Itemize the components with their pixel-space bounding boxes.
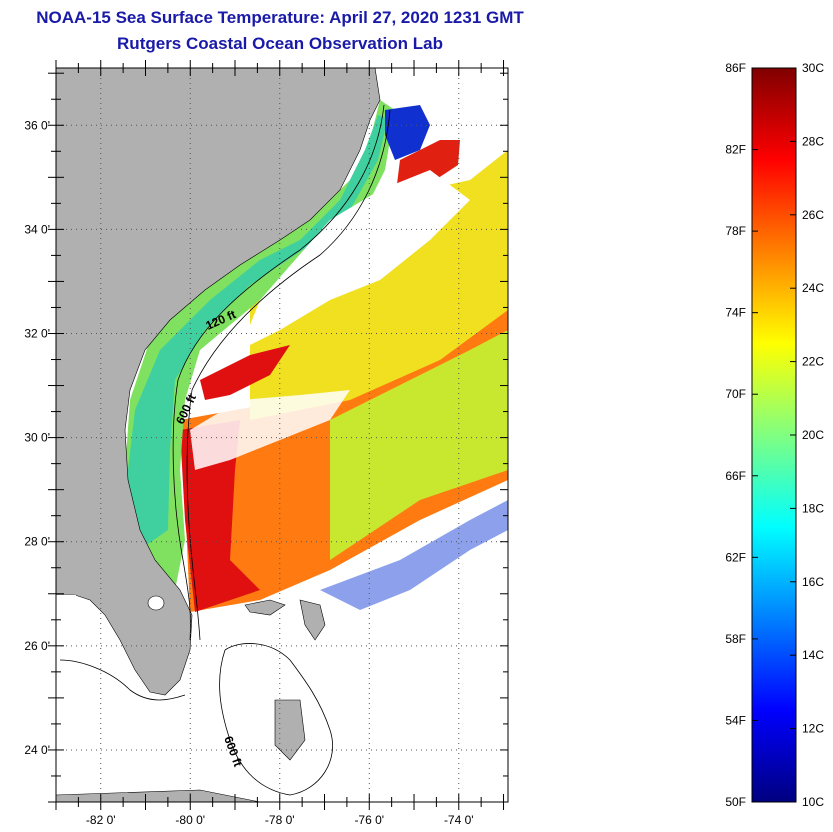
colorbar-c-label: 16C <box>802 575 824 589</box>
colorbar-f-label: 78F <box>725 224 746 238</box>
lake-okeechobee <box>147 595 165 611</box>
axis-ticks <box>48 60 508 810</box>
lat-label: 24 0' <box>24 743 50 757</box>
gulf-of-mexico <box>56 595 76 802</box>
offshore-green-water <box>330 330 508 560</box>
colorbar-c-label: 26C <box>802 208 824 222</box>
map-frame <box>55 67 509 803</box>
lon-label: -74 0' <box>444 813 474 827</box>
colorbar-c-label: 30C <box>802 61 824 75</box>
colorbar <box>751 67 797 803</box>
land-us <box>56 68 381 696</box>
cloud-cover-2 <box>190 390 350 470</box>
lon-label: -78 0' <box>265 813 295 827</box>
contour-120ft <box>172 104 385 641</box>
lat-label: 36 0' <box>24 118 50 132</box>
inner-shelf-water <box>125 115 388 560</box>
colorbar-f-label: 86F <box>725 61 746 75</box>
colorbar-f-label: 66F <box>725 469 746 483</box>
colorbar-fahrenheit-labels: 86F 82F 78F 74F 70F 66F 62F 58F 54F 50F <box>725 61 758 809</box>
lat-label: 28 0' <box>24 535 50 549</box>
colorbar-f-label: 50F <box>725 795 746 809</box>
cloud-cover <box>240 170 470 350</box>
bahamas-abaco <box>299 599 326 641</box>
map-subtitle: Rutgers Coastal Ocean Observation Lab <box>117 34 443 53</box>
bahamas-andros <box>274 699 306 761</box>
bahamas-grand-bahama <box>244 599 286 616</box>
colorbar-celsius-labels: 30C 28C 26C 24C 22C 20C 18C 16C 14C 12C 10C <box>790 61 824 809</box>
colorbar-f-label: 82F <box>725 143 746 157</box>
colorbar-c-label: 24C <box>802 281 824 295</box>
contour-keys <box>59 659 186 701</box>
map-area <box>56 68 508 802</box>
colorbar-c-label: 14C <box>802 648 824 662</box>
lat-label: 32 0' <box>24 326 50 340</box>
warm-eddy <box>200 345 290 400</box>
colorbar-c-label: 28C <box>802 134 824 148</box>
lon-label: -80 0' <box>175 813 205 827</box>
grid-lines <box>56 68 508 802</box>
lat-label: 34 0' <box>24 222 50 236</box>
colorbar-c-label: 10C <box>802 795 824 809</box>
colorbar-c-label: 20C <box>802 428 824 442</box>
colorbar-f-label: 62F <box>725 550 746 564</box>
colorbar-f-label: 54F <box>725 713 746 727</box>
colorbar-c-label: 12C <box>802 722 824 736</box>
contour-600ft <box>186 109 391 641</box>
lat-label: 30 0' <box>24 431 50 445</box>
colorbar-f-label: 74F <box>725 306 746 320</box>
lon-label: -82 0' <box>86 813 116 827</box>
lat-label: 26 0' <box>24 639 50 653</box>
lon-label: -76 0' <box>354 813 384 827</box>
longitude-labels: -82 0' -80 0' -78 0' -76 0' -74 0' <box>86 813 474 827</box>
map-title: NOAA-15 Sea Surface Temperature: April 2… <box>36 8 524 27</box>
cuba <box>56 789 261 802</box>
cold-water-hatteras <box>385 105 430 160</box>
latitude-labels: 36 0' 34 0' 32 0' 30 0' 28 0' 26 0' 24 0' <box>24 118 50 757</box>
colorbar-f-label: 70F <box>725 387 746 401</box>
colorbar-f-label: 58F <box>725 632 746 646</box>
colorbar-c-label: 18C <box>802 501 824 515</box>
contour-bahamas <box>219 643 333 796</box>
cold-filaments <box>320 500 508 610</box>
colorbar-c-label: 22C <box>802 355 824 369</box>
